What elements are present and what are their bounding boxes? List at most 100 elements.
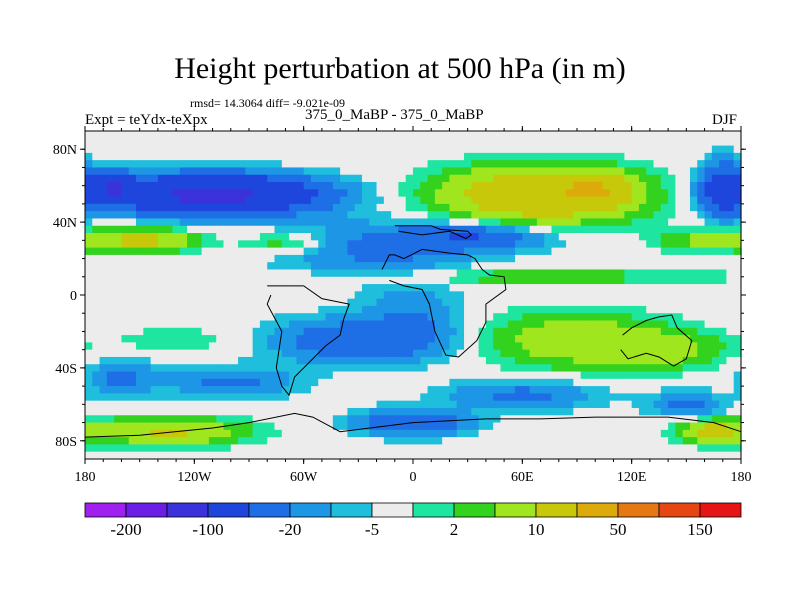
field-cell xyxy=(427,342,436,351)
field-cell xyxy=(595,349,604,358)
field-cell xyxy=(99,415,108,424)
field-cell xyxy=(668,305,676,314)
field-cell xyxy=(281,444,290,453)
field-cell xyxy=(318,254,327,263)
field-cell xyxy=(274,225,283,234)
field-cell xyxy=(238,415,246,424)
field-cell xyxy=(711,138,720,147)
field-cell xyxy=(682,247,691,256)
field-cell xyxy=(259,327,268,336)
field-cell xyxy=(733,349,742,358)
field-cell xyxy=(179,247,188,256)
field-cell xyxy=(464,276,472,285)
field-cell xyxy=(529,138,538,147)
field-cell xyxy=(464,218,472,227)
field-cell xyxy=(216,225,225,234)
field-cell xyxy=(617,400,625,409)
field-cell xyxy=(595,276,604,285)
field-cell xyxy=(340,342,348,351)
field-cell xyxy=(318,342,327,351)
field-cell xyxy=(631,371,640,380)
field-cell xyxy=(638,254,647,263)
field-cell xyxy=(536,211,545,220)
field-cell xyxy=(281,138,290,147)
field-cell xyxy=(558,131,567,139)
field-cell xyxy=(529,247,538,256)
field-cell xyxy=(631,335,640,343)
field-cell xyxy=(296,211,305,220)
field-cell xyxy=(201,160,210,169)
field-cell xyxy=(216,298,225,307)
field-cell xyxy=(413,342,421,351)
field-cell xyxy=(332,211,341,220)
field-cell xyxy=(245,182,254,190)
field-cell xyxy=(558,437,567,446)
field-cell xyxy=(172,444,181,453)
field-cell xyxy=(354,203,363,212)
field-cell xyxy=(551,378,560,387)
field-cell xyxy=(332,262,341,271)
field-cell xyxy=(566,182,574,190)
field-cell xyxy=(289,138,297,147)
field-cell xyxy=(172,262,181,271)
field-cell xyxy=(711,429,720,438)
field-cell xyxy=(369,291,378,300)
field-cell xyxy=(245,196,254,205)
field-cell xyxy=(522,305,531,314)
field-cell xyxy=(150,349,159,358)
field-cell xyxy=(638,364,647,373)
field-cell xyxy=(216,233,225,241)
field-cell xyxy=(216,196,225,205)
field-cell xyxy=(566,444,574,453)
field-cell xyxy=(347,386,356,394)
field-cell xyxy=(631,444,640,453)
field-cell xyxy=(515,254,523,263)
field-cell xyxy=(201,138,210,147)
field-cell xyxy=(478,407,487,416)
field-cell xyxy=(289,182,297,190)
field-cell xyxy=(238,203,246,212)
field-cell xyxy=(136,444,144,453)
field-cell xyxy=(638,422,647,431)
field-cell xyxy=(434,305,443,314)
field-cell xyxy=(551,437,560,446)
field-cell xyxy=(653,342,662,351)
field-cell xyxy=(624,152,633,161)
field-cell xyxy=(99,152,108,161)
field-cell xyxy=(376,174,385,183)
field-cell xyxy=(507,407,516,416)
field-cell xyxy=(719,400,728,409)
field-cell xyxy=(383,298,392,307)
field-cell xyxy=(252,429,261,438)
field-cell xyxy=(114,313,123,322)
field-cell xyxy=(682,407,691,416)
field-cell xyxy=(638,138,647,147)
field-cell xyxy=(150,393,159,402)
field-cell xyxy=(361,429,370,438)
field-cell xyxy=(675,422,684,431)
field-cell xyxy=(157,174,166,183)
field-cell xyxy=(609,422,618,431)
field-cell xyxy=(442,342,451,351)
field-cell xyxy=(383,451,392,460)
field-cell xyxy=(259,313,268,322)
field-cell xyxy=(296,451,305,460)
field-cell xyxy=(136,371,144,380)
field-cell xyxy=(310,305,319,314)
field-cell xyxy=(485,233,494,241)
field-cell xyxy=(675,131,684,139)
field-cell xyxy=(726,182,735,190)
field-cell xyxy=(500,196,509,205)
field-cell xyxy=(711,415,720,424)
field-cell xyxy=(267,320,276,329)
field-cell xyxy=(464,152,472,161)
field-cell xyxy=(252,364,261,373)
field-cell xyxy=(259,138,268,147)
field-cell xyxy=(340,386,348,394)
field-cell xyxy=(187,422,195,431)
field-cell xyxy=(340,196,348,205)
field-cell xyxy=(515,203,523,212)
field-cell xyxy=(325,327,334,336)
field-cell xyxy=(442,269,451,278)
field-cell xyxy=(500,262,509,271)
